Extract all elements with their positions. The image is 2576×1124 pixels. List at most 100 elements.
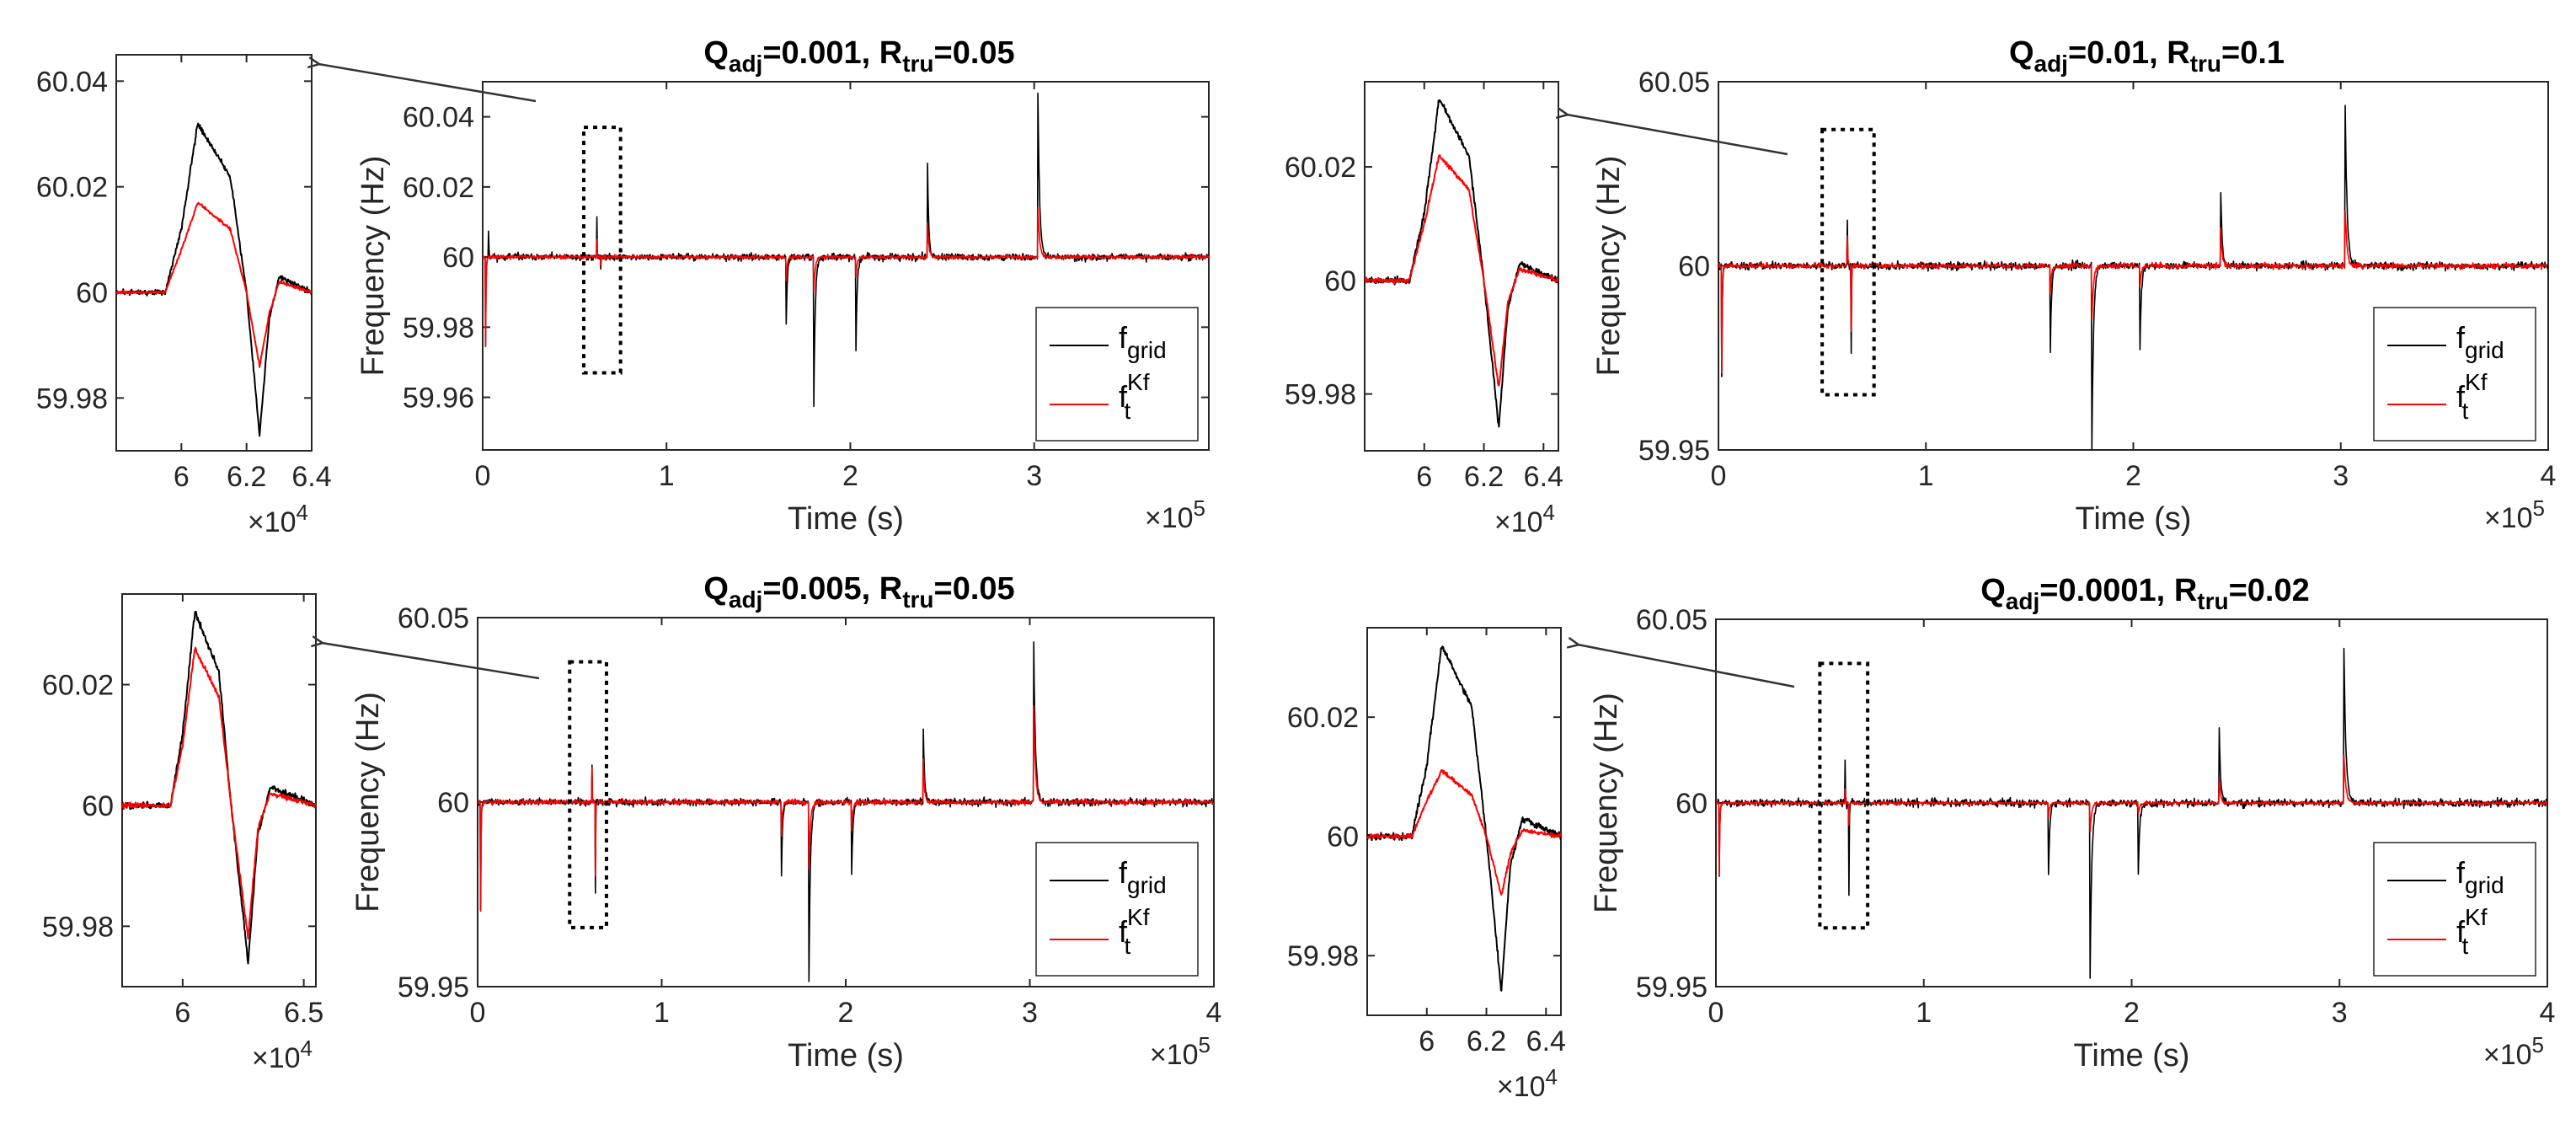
legend-box <box>1035 307 1199 442</box>
panel-0-axes: 0 1 2 3 59.96 59.98 60 60.02 60.04 ×105 <box>403 81 1210 534</box>
y-tick-label: 60.02 <box>36 172 108 204</box>
legend-box <box>1035 842 1199 977</box>
y-tick-label: 60 <box>437 787 469 819</box>
x-tick-label: 0 <box>1711 460 1727 492</box>
legend-label-grid: fgrid <box>1119 320 1167 363</box>
panel-0-legend: fgrid fKf t <box>1035 307 1199 442</box>
y-tick-label: 59.98 <box>1287 940 1359 972</box>
y-tick-label: 59.98 <box>36 383 108 415</box>
y-tick-label: 59.95 <box>398 971 469 1004</box>
x-axis-label: Time (s) <box>788 501 904 537</box>
x-exponent-label: ×104 <box>1494 500 1555 538</box>
x-tick-label: 6 <box>174 997 190 1029</box>
x-tick-label: 2 <box>842 460 858 492</box>
axes-frame <box>121 593 317 988</box>
x-tick-label: 2 <box>2125 460 2141 492</box>
zoom-pointer-arrow <box>1578 645 1795 688</box>
inset-0-series <box>116 122 312 437</box>
series-f-kf <box>1367 768 1561 896</box>
x-exponent-label: ×105 <box>2483 1032 2544 1071</box>
y-tick-label: 60.05 <box>398 602 469 634</box>
series-f-kf <box>122 646 316 940</box>
y-axis-label: Frequency (Hz) <box>1589 693 1624 913</box>
x-exponent-label: ×105 <box>1145 495 1205 534</box>
x-tick-label: 6.2 <box>227 461 266 493</box>
x-tick-label: 1 <box>1918 460 1934 492</box>
y-axis-label: Frequency (Hz) <box>1591 156 1627 377</box>
series-f-grid <box>1367 645 1561 992</box>
x-tick-label: 3 <box>1022 997 1038 1029</box>
x-tick-label: 1 <box>654 997 670 1029</box>
inset-2-series <box>122 610 316 965</box>
y-tick-label: 60.04 <box>36 66 108 98</box>
legend-label-grid: fgrid <box>2456 320 2504 363</box>
y-tick-label: 60.04 <box>403 102 474 134</box>
x-tick-label: 3 <box>2332 997 2348 1029</box>
series-f-kf <box>116 201 312 368</box>
x-tick-label: 0 <box>1708 997 1724 1029</box>
zoom-region-box <box>568 660 608 929</box>
y-tick-label: 60.02 <box>403 172 474 204</box>
x-tick-label: 0 <box>475 460 491 492</box>
panel-0-series <box>483 92 1209 408</box>
panel-3-axes: 0 1 2 3 4 59.95 60 60.05 ×105 <box>1636 604 2556 1071</box>
x-exponent-label: ×105 <box>1150 1032 1211 1071</box>
x-axis-label: Time (s) <box>2076 501 2192 537</box>
panel-3-series <box>1716 647 2547 979</box>
series-f-kf <box>483 206 1209 347</box>
series-f-grid <box>478 641 1214 982</box>
panel-1-series <box>1718 104 2548 450</box>
y-tick-label: 60 <box>82 790 114 822</box>
x-axis-label: Time (s) <box>2074 1038 2190 1073</box>
y-tick-label: 59.95 <box>1638 435 1710 467</box>
legend-label-kf: fKf t <box>2456 369 2488 424</box>
x-tick-label: 6.5 <box>284 997 323 1029</box>
inset-3-axes: 6 6.2 6.4 59.98 60 60.02 ×104 <box>1287 627 1566 1103</box>
x-tick-label: 6 <box>1416 461 1432 493</box>
x-tick-label: 6.4 <box>1524 461 1563 493</box>
y-axis-label: Frequency (Hz) <box>355 156 391 377</box>
y-tick-label: 60 <box>1327 822 1359 854</box>
x-exponent-label: ×104 <box>248 500 308 538</box>
x-tick-label: 6 <box>1419 1025 1435 1057</box>
legend-label-kf: fKf t <box>2456 904 2488 959</box>
panel-0-title: Qadj=0.001, Rtru=0.05 <box>703 35 1014 77</box>
panel-3-legend: fgrid fKf t <box>2373 842 2536 977</box>
inset-1-axes: 6 6.2 6.4 59.98 60 60.02 ×104 <box>1285 81 1563 538</box>
x-tick-label: 1 <box>659 460 675 492</box>
x-exponent-label: ×105 <box>2484 495 2545 534</box>
x-tick-label: 6.2 <box>1464 461 1504 493</box>
x-tick-label: 2 <box>2124 997 2140 1029</box>
x-tick-label: 0 <box>470 997 486 1029</box>
legend-box <box>2373 307 2536 442</box>
inset-1-series <box>1365 99 1558 428</box>
inset-0-axes: 6 6.2 6.4 59.98 60 60.02 60.04 ×104 <box>36 54 332 538</box>
x-tick-label: 1 <box>1916 997 1932 1029</box>
legend-label-grid: fgrid <box>1119 855 1167 898</box>
x-tick-label: 3 <box>2333 460 2349 492</box>
panel-1-legend: fgrid fKf t <box>2373 307 2536 442</box>
y-tick-label: 59.98 <box>403 312 474 344</box>
legend-label-kf: fKf t <box>1119 369 1150 424</box>
x-tick-label: 3 <box>1026 460 1042 492</box>
x-tick-label: 2 <box>838 997 854 1029</box>
inset-2-axes: 6 6.5 59.98 60 60.02 ×104 <box>42 593 323 1074</box>
x-tick-label: 4 <box>1206 997 1222 1029</box>
x-axis-label: Time (s) <box>788 1038 904 1073</box>
panel-2-series <box>478 641 1214 982</box>
legend-box <box>2373 842 2536 977</box>
panel-1-title: Qadj=0.01, Rtru=0.1 <box>2009 35 2285 77</box>
x-exponent-label: ×104 <box>252 1036 313 1074</box>
zoom-pointer-arrow <box>322 643 540 680</box>
legend-label-kf: fKf t <box>1119 904 1150 959</box>
panel-2-title: Qadj=0.005, Rtru=0.05 <box>703 571 1014 613</box>
axes-frame <box>115 54 313 452</box>
x-tick-label: 4 <box>2540 997 2556 1029</box>
zoom-region-box <box>582 126 623 375</box>
legend-label-grid: fgrid <box>2456 855 2504 898</box>
inset-3-series <box>1367 645 1561 992</box>
panel-1-axes: 0 1 2 3 4 59.95 60 60.05 ×105 <box>1638 67 2557 534</box>
zoom-region-box <box>1818 661 1870 930</box>
x-tick-label: 6.4 <box>1526 1025 1566 1057</box>
